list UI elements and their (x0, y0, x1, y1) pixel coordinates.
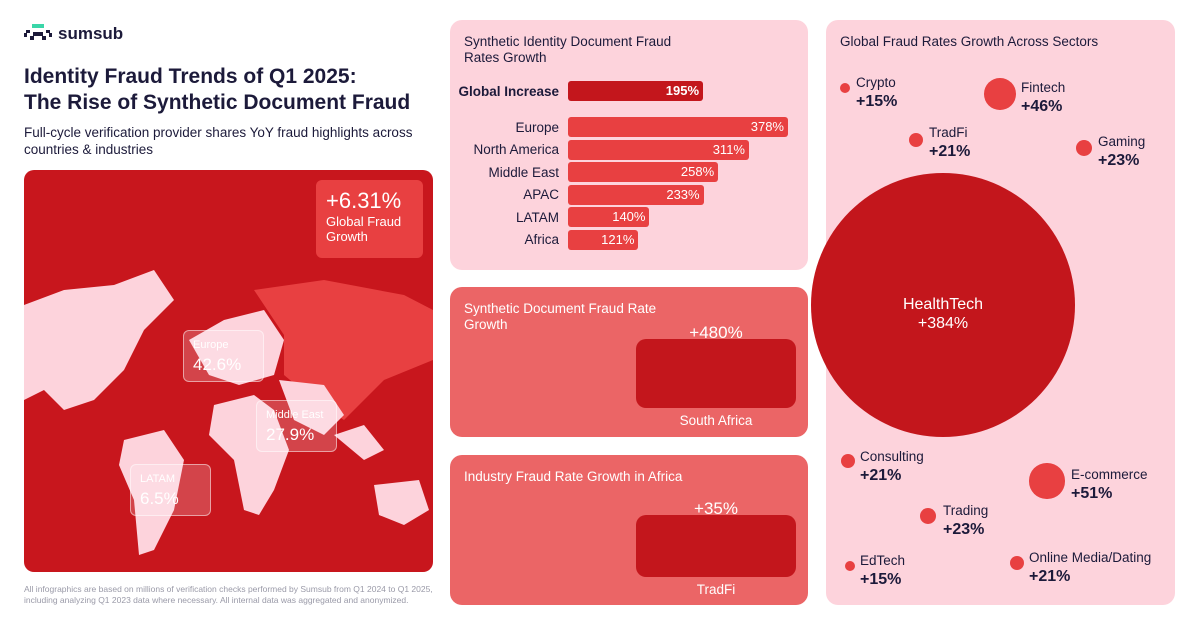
region-box-latam: LATAM 6.5% (130, 464, 211, 516)
bubble-consulting (840, 453, 856, 469)
bar-row: APAC 233% (450, 184, 704, 205)
sumsub-logo-icon (24, 24, 52, 40)
sector-value: +23% (943, 521, 985, 538)
sector-name: Trading (943, 503, 989, 518)
industry-africa-card: Industry Fraud Rate Growth in Africa +35… (450, 455, 808, 605)
region-value: 6.5% (140, 489, 179, 508)
sector-label: Crypto +15% (856, 73, 897, 111)
sector-value: +15% (860, 571, 902, 588)
bar-row: Europe 378% (450, 117, 788, 137)
sector-name: Crypto (856, 75, 896, 90)
bar-label: Europe (515, 119, 559, 135)
bar: 378% (568, 117, 788, 137)
sectors-card: Global Fraud Rates Growth Across Sectors… (810, 20, 1175, 605)
world-map-shapes (24, 270, 433, 555)
sector-name: Fintech (1021, 80, 1066, 95)
sector-label: EdTech +15% (860, 551, 905, 589)
sector-label: Online Media/Dating +21% (1029, 548, 1151, 586)
title-line-2: The Rise of Synthetic Document Fraud (24, 91, 411, 114)
bubble-trading (920, 508, 936, 524)
bar-label: APAC (523, 187, 559, 202)
sector-value: +15% (856, 93, 898, 110)
card-title: Synthetic Document Fraud Rate Growth (464, 301, 657, 332)
sector-label: Fintech +46% (1021, 78, 1065, 116)
region-label: Europe (193, 339, 229, 351)
sector-value: +21% (929, 143, 971, 160)
synthetic-document-card: Synthetic Document Fraud Rate Growth +48… (450, 287, 808, 437)
sector-value: +23% (1098, 152, 1140, 169)
region-label: Middle East (266, 409, 324, 421)
bubble-gaming (1076, 140, 1092, 156)
title-line-1: Identity Fraud Trends of Q1 2025: (24, 65, 357, 88)
bubble-healthtech (810, 172, 1076, 438)
bubble-edtech (844, 560, 856, 572)
sector-value: +21% (1029, 568, 1071, 585)
page-subtitle: Full-cycle verification provider shares … (24, 125, 413, 157)
category-label: South Africa (679, 413, 753, 428)
page-title: Identity Fraud Trends of Q1 2025: The Ri… (24, 64, 444, 116)
sector-value: +51% (1071, 485, 1113, 502)
sector-value: +21% (860, 467, 902, 484)
sector-name: E-commerce (1071, 467, 1148, 482)
sector-label: Gaming +23% (1098, 132, 1145, 170)
region-value: 42.6% (193, 355, 242, 374)
sector-name: EdTech (860, 553, 906, 568)
bar: 311% (568, 139, 749, 160)
bar-row: North America 311% (450, 139, 749, 160)
global-fraud-growth-value: +6.31% (326, 188, 402, 213)
sector-name: Consulting (860, 449, 924, 464)
sector-name: TradFi (929, 125, 968, 140)
bubble-fintech (984, 78, 1016, 110)
bubble-e-commerce (1029, 463, 1065, 499)
value-label: +35% (694, 499, 738, 518)
sector-value: +384% (917, 315, 969, 332)
global-fraud-growth-box: +6.31% Global Fraud Growth (316, 180, 423, 258)
region-label: LATAM (140, 473, 176, 485)
bar: 233% (568, 184, 704, 205)
bar-row: Middle East 258% (450, 162, 719, 182)
bubble-online-media-dating (1009, 555, 1025, 571)
sector-name: Gaming (1098, 134, 1146, 149)
synthetic-identity-card: Synthetic Identity Document Fraud Rates … (450, 20, 808, 270)
bar-row: Africa 121% (450, 229, 639, 250)
sector-name: HealthTech (902, 296, 984, 313)
global-fraud-growth-label: Global Fraud Growth (326, 214, 402, 244)
category-label: TradFi (696, 582, 736, 597)
card-title: Synthetic Identity Document Fraud Rates … (464, 34, 672, 65)
card-title: Global Fraud Rates Growth Across Sectors (840, 34, 1099, 49)
region-box-europe: Europe 42.6% (183, 330, 264, 382)
bar-label: LATAM (515, 209, 559, 225)
bar-label: Africa (524, 232, 559, 247)
sector-label: TradFi +21% (929, 123, 970, 161)
bubble-crypto (839, 82, 851, 94)
bar: 121% (568, 229, 639, 250)
brand-name: sumsub (58, 24, 124, 43)
footer-note: All infographics are based on millions o… (24, 584, 433, 605)
sector-label: E-commerce +51% (1071, 465, 1148, 503)
sector-label: HealthTech +384% (863, 295, 1023, 333)
sumsub-logo: sumsub (24, 24, 123, 44)
value-label: +480% (689, 323, 743, 342)
bar-label: Global Increase (458, 83, 559, 99)
card-title: Industry Fraud Rate Growth in Africa (464, 469, 683, 484)
bar-label: Middle East (488, 164, 559, 180)
bar: 140% (568, 207, 650, 227)
bar: 258% (568, 162, 719, 182)
bar-row-global: Global Increase 195% (450, 81, 703, 101)
bar-global: 195% (568, 81, 703, 101)
bar-south-africa (636, 339, 796, 408)
bar-tradfi (636, 515, 796, 577)
sector-label: Trading +23% (943, 501, 988, 539)
region-box-middle-east: Middle East 27.9% (256, 400, 337, 452)
sector-value: +46% (1021, 98, 1063, 115)
sector-name: Online Media/Dating (1029, 550, 1152, 565)
region-value: 27.9% (266, 425, 315, 444)
bar-label: North America (473, 142, 559, 157)
bubble-tradfi (908, 132, 924, 148)
sector-label: Consulting +21% (860, 447, 924, 485)
bar-row: LATAM 140% (450, 207, 650, 227)
world-map: +6.31% Global Fraud Growth Europe 42.6% … (24, 170, 433, 572)
